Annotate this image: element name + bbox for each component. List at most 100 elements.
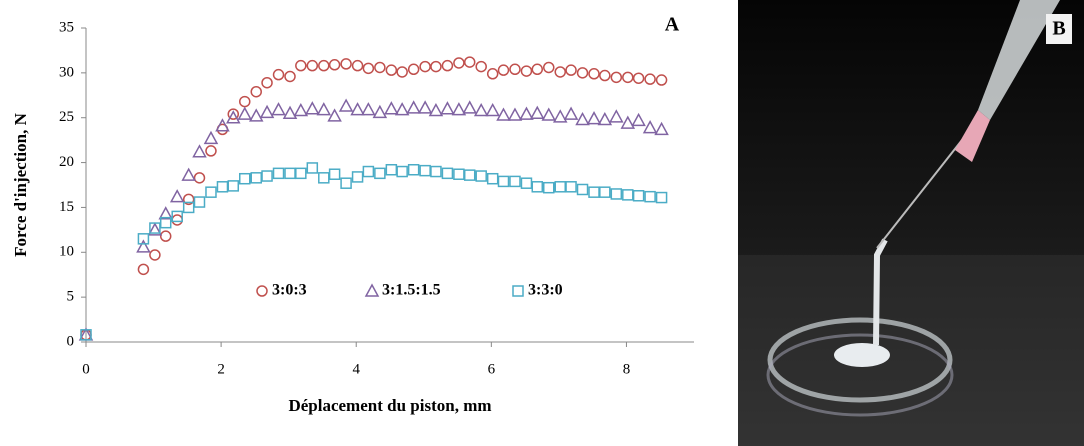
point	[622, 71, 634, 84]
point	[227, 180, 240, 192]
point	[171, 214, 183, 226]
point	[182, 201, 195, 214]
point	[361, 102, 376, 116]
point	[520, 177, 533, 189]
point	[193, 172, 206, 184]
point	[441, 167, 454, 180]
point	[576, 67, 589, 79]
point	[362, 165, 375, 178]
point	[519, 106, 534, 120]
point	[216, 181, 229, 193]
point	[441, 59, 454, 72]
point	[644, 190, 656, 203]
point	[541, 107, 557, 121]
y-tick-label: 5	[67, 289, 75, 305]
point	[632, 190, 645, 202]
point	[620, 115, 636, 129]
point	[453, 168, 465, 180]
legend-label: 3:0:3	[272, 282, 307, 299]
legend-label: 3:1.5:1.5	[382, 282, 441, 299]
point	[340, 58, 352, 70]
y-tick-label: 0	[67, 333, 75, 349]
point	[588, 186, 600, 198]
point	[486, 68, 499, 80]
point	[318, 59, 330, 72]
point	[293, 102, 309, 117]
point	[576, 183, 589, 196]
point	[328, 59, 341, 71]
x-tick-label: 8	[623, 361, 631, 377]
point	[282, 105, 298, 119]
point	[552, 109, 568, 123]
point	[305, 101, 320, 115]
point	[428, 102, 444, 117]
point	[351, 171, 364, 183]
y-tick-label: 30	[59, 64, 74, 80]
point	[642, 120, 658, 134]
point	[385, 163, 398, 176]
point	[203, 130, 219, 145]
point	[497, 64, 510, 76]
point	[655, 74, 668, 86]
point	[486, 172, 499, 185]
point	[406, 100, 421, 114]
point	[306, 162, 319, 174]
point	[575, 111, 590, 126]
y-tick-label: 20	[59, 154, 74, 170]
point	[259, 104, 275, 119]
point	[306, 59, 319, 72]
point	[655, 191, 668, 204]
point	[407, 63, 420, 76]
point	[239, 95, 251, 108]
point	[338, 98, 354, 112]
point	[485, 102, 500, 117]
point	[632, 72, 645, 84]
point	[261, 76, 273, 89]
point	[497, 175, 510, 188]
point	[610, 71, 623, 84]
point	[137, 233, 150, 245]
point	[463, 56, 476, 68]
point	[147, 222, 163, 236]
point	[328, 168, 341, 180]
point	[227, 108, 240, 120]
point	[599, 69, 611, 82]
point	[385, 64, 398, 76]
x-tick-label: 4	[352, 361, 360, 377]
syringe-barrel	[978, 0, 1060, 120]
legend-marker	[512, 285, 524, 297]
point	[250, 85, 262, 98]
point	[509, 175, 521, 188]
point	[588, 68, 600, 80]
photo-label: B	[1052, 18, 1065, 40]
point	[440, 101, 455, 115]
point	[149, 222, 161, 234]
point	[137, 263, 150, 276]
point	[351, 59, 364, 72]
photo: B	[738, 0, 1084, 446]
point	[473, 102, 489, 117]
point	[271, 102, 286, 116]
point	[284, 70, 296, 83]
legend-marker	[364, 283, 380, 297]
point	[205, 186, 217, 198]
point	[631, 112, 646, 127]
point	[610, 188, 623, 200]
y-tick-label: 10	[59, 244, 74, 260]
point	[350, 102, 365, 116]
point	[394, 102, 410, 116]
gel-blob	[834, 343, 890, 367]
point	[384, 101, 399, 115]
point	[554, 66, 566, 78]
point	[417, 100, 433, 114]
point	[237, 106, 253, 120]
point	[215, 118, 230, 132]
point	[419, 164, 431, 177]
point	[182, 193, 195, 206]
needle	[876, 139, 963, 249]
panel-label: A	[665, 14, 680, 36]
point	[644, 73, 656, 85]
point	[340, 177, 352, 189]
